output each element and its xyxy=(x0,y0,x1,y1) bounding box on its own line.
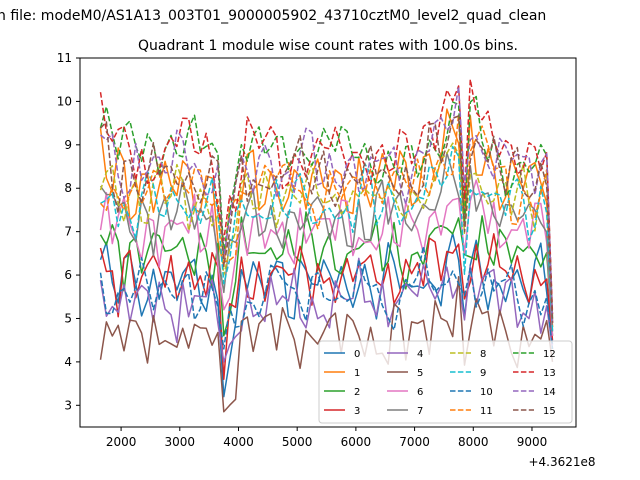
x-tick-label: 5000 xyxy=(282,435,313,449)
legend-label-9: 9 xyxy=(480,368,486,379)
x-tick-label: 9000 xyxy=(517,435,548,449)
legend-label-8: 8 xyxy=(480,349,486,360)
legend-label-11: 11 xyxy=(480,406,493,417)
legend-label-6: 6 xyxy=(417,387,423,398)
y-tick-label: 6 xyxy=(64,268,72,282)
chart-title: Quadrant 1 module wise count rates with … xyxy=(138,38,518,54)
legend-label-5: 5 xyxy=(417,368,423,379)
series-line-10 xyxy=(99,245,554,350)
y-tick-label: 5 xyxy=(64,311,72,325)
x-offset-label: +4.3621e8 xyxy=(528,455,595,469)
x-tick-label: 2000 xyxy=(106,435,137,449)
x-tick-label: 8000 xyxy=(458,435,489,449)
plot-area xyxy=(79,57,577,428)
legend-label-1: 1 xyxy=(354,368,360,379)
y-tick-label: 9 xyxy=(64,138,72,152)
figure-suptitle: n file: modeM0/AS1A13_003T01_9000005902_… xyxy=(0,8,546,24)
legend-label-13: 13 xyxy=(543,368,556,379)
series-line-7 xyxy=(99,151,554,332)
series-line-5 xyxy=(99,276,554,413)
y-tick-label: 3 xyxy=(64,398,72,412)
y-tick-label: 8 xyxy=(64,181,72,195)
legend-label-10: 10 xyxy=(480,387,493,398)
x-tick-label: 6000 xyxy=(341,435,372,449)
x-axis: 2000 3000 4000 5000 6000 7000 8000 9000 xyxy=(106,427,547,449)
series-line-8 xyxy=(99,142,554,328)
legend-label-15: 15 xyxy=(543,406,556,417)
series-line-14 xyxy=(100,85,554,323)
y-tick-label: 10 xyxy=(57,94,72,108)
series-line-15 xyxy=(99,115,554,323)
legend-label-4: 4 xyxy=(417,349,423,360)
legend-label-14: 14 xyxy=(543,387,556,398)
legend-label-7: 7 xyxy=(417,406,423,417)
series-line-9 xyxy=(100,145,554,332)
series-line-3 xyxy=(99,233,554,380)
y-axis: 3 4 5 6 7 8 9 10 11 xyxy=(57,51,80,412)
series-line-13 xyxy=(99,78,554,315)
x-tick-label: 4000 xyxy=(223,435,254,449)
legend-label-12: 12 xyxy=(543,349,556,360)
y-tick-label: 4 xyxy=(64,355,72,369)
y-tick-label: 7 xyxy=(64,225,72,239)
x-tick-label: 3000 xyxy=(165,435,196,449)
legend-label-0: 0 xyxy=(354,349,360,360)
legend-label-3: 3 xyxy=(354,406,360,417)
series-line-12 xyxy=(99,95,554,319)
x-tick-label: 7000 xyxy=(399,435,430,449)
legend-label-2: 2 xyxy=(354,387,360,398)
y-tick-label: 11 xyxy=(57,51,72,65)
legend-box xyxy=(318,340,573,424)
series-line-6 xyxy=(99,179,554,336)
plot-frame xyxy=(79,57,577,428)
